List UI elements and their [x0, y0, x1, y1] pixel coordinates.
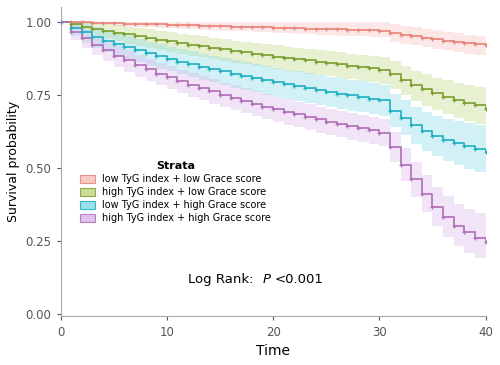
Legend: low TyG index + low Grace score, high TyG index + low Grace score, low TyG index: low TyG index + low Grace score, high Ty… [78, 160, 274, 225]
Text: <0.001: <0.001 [274, 273, 323, 286]
Text: Log Rank:: Log Rank: [188, 273, 258, 286]
X-axis label: Time: Time [256, 344, 290, 358]
Text: P: P [262, 273, 270, 286]
Y-axis label: Survival probability: Survival probability [7, 101, 20, 222]
